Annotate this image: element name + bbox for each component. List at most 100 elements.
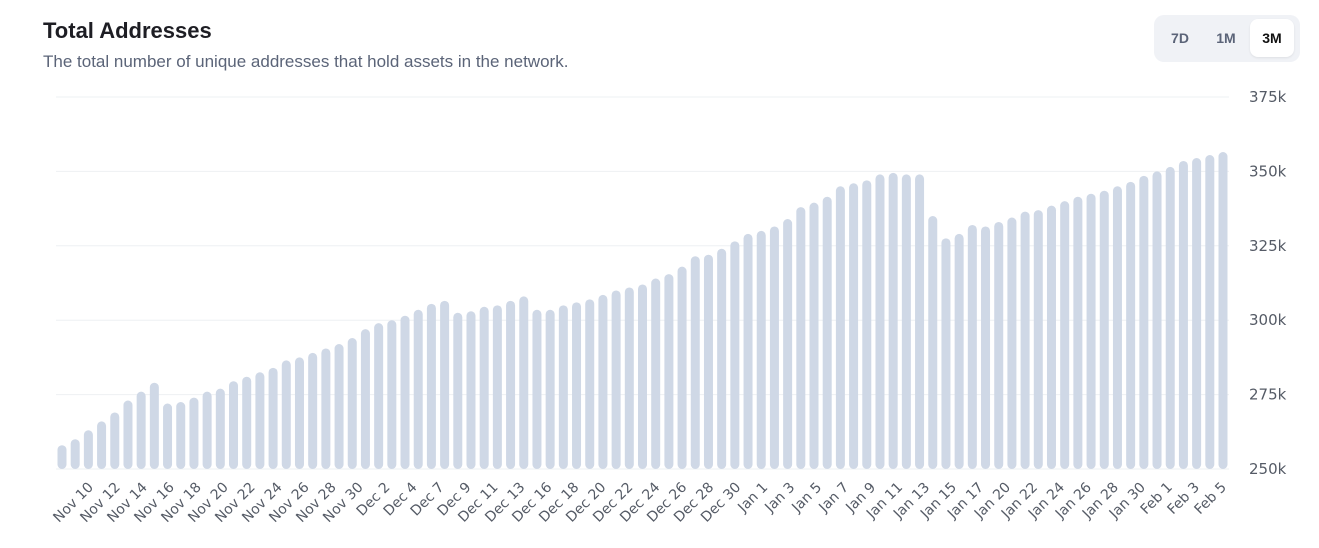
bar[interactable]: [1126, 181, 1136, 470]
bar[interactable]: [769, 226, 779, 469]
bar[interactable]: [242, 376, 252, 469]
range-7d-button[interactable]: 7D: [1158, 19, 1202, 57]
bar[interactable]: [334, 344, 344, 469]
bar[interactable]: [624, 287, 634, 469]
bar[interactable]: [1205, 155, 1215, 470]
bar[interactable]: [809, 202, 819, 469]
bar[interactable]: [1152, 171, 1162, 469]
bar[interactable]: [413, 309, 423, 469]
bar[interactable]: [954, 233, 964, 469]
bar[interactable]: [730, 241, 740, 469]
range-1m-button[interactable]: 1M: [1204, 19, 1248, 57]
bar[interactable]: [176, 402, 186, 469]
bar[interactable]: [743, 233, 753, 469]
x-tick-label: Jan 5: [788, 480, 825, 517]
bar[interactable]: [1165, 166, 1175, 469]
bar[interactable]: [97, 421, 107, 469]
bar[interactable]: [308, 352, 318, 469]
bar[interactable]: [215, 388, 225, 469]
bar[interactable]: [849, 183, 859, 469]
bar[interactable]: [875, 174, 885, 469]
bar[interactable]: [994, 221, 1004, 469]
bar[interactable]: [440, 300, 450, 469]
bar[interactable]: [981, 226, 991, 469]
bar[interactable]: [545, 309, 555, 469]
bar[interactable]: [532, 309, 542, 469]
bar[interactable]: [202, 391, 212, 469]
bar[interactable]: [229, 381, 239, 469]
bar[interactable]: [611, 290, 621, 469]
bar[interactable]: [1060, 201, 1070, 469]
bar[interactable]: [703, 254, 713, 469]
bar[interactable]: [638, 284, 647, 469]
bar[interactable]: [479, 306, 489, 469]
bar[interactable]: [888, 172, 898, 469]
bar[interactable]: [1139, 175, 1149, 469]
bar[interactable]: [163, 403, 173, 469]
bar[interactable]: [426, 303, 436, 469]
bar[interactable]: [1007, 217, 1017, 469]
bar[interactable]: [123, 400, 133, 469]
bar[interactable]: [1218, 152, 1228, 469]
bar[interactable]: [835, 186, 845, 469]
bar[interactable]: [915, 174, 925, 469]
bar[interactable]: [360, 329, 370, 469]
bar[interactable]: [796, 207, 806, 469]
bar[interactable]: [110, 412, 120, 469]
bar[interactable]: [519, 296, 529, 469]
time-range-selector: 7D 1M 3M: [1154, 15, 1300, 62]
bar[interactable]: [506, 300, 516, 469]
bar[interactable]: [1178, 160, 1188, 469]
bar[interactable]: [136, 391, 146, 469]
bar[interactable]: [268, 367, 278, 469]
x-tick-label: Jan 1: [734, 480, 771, 517]
bar[interactable]: [294, 357, 304, 469]
bar[interactable]: [1046, 205, 1056, 469]
bar[interactable]: [347, 338, 357, 469]
range-3m-button[interactable]: 3M: [1250, 19, 1294, 57]
bar[interactable]: [492, 305, 502, 469]
bar[interactable]: [1073, 196, 1083, 470]
bar[interactable]: [690, 256, 700, 469]
bar[interactable]: [70, 439, 80, 469]
bar[interactable]: [558, 305, 568, 469]
bar[interactable]: [585, 299, 595, 469]
y-tick-label: 275k: [1249, 386, 1287, 404]
bar[interactable]: [453, 312, 463, 469]
bar[interactable]: [149, 382, 159, 469]
bar[interactable]: [783, 219, 793, 469]
y-tick-label: 300k: [1249, 311, 1287, 329]
bar[interactable]: [717, 248, 727, 469]
bar[interactable]: [400, 315, 410, 469]
bar[interactable]: [572, 302, 582, 469]
bar[interactable]: [189, 397, 199, 469]
bar[interactable]: [466, 311, 476, 469]
bar[interactable]: [255, 372, 265, 469]
chart-title: Total Addresses: [43, 18, 212, 43]
x-tick-label: Jan 3: [761, 480, 798, 517]
bar[interactable]: [664, 274, 674, 469]
bar[interactable]: [677, 266, 687, 469]
bar[interactable]: [57, 445, 67, 469]
bar[interactable]: [941, 238, 951, 469]
bar[interactable]: [598, 294, 608, 469]
bar[interactable]: [1112, 186, 1122, 469]
bar[interactable]: [1086, 193, 1096, 469]
bar[interactable]: [387, 320, 397, 469]
bar[interactable]: [374, 323, 384, 469]
bar[interactable]: [281, 360, 291, 469]
bar[interactable]: [83, 430, 93, 469]
bar[interactable]: [651, 278, 661, 469]
y-tick-label: 350k: [1249, 162, 1287, 180]
bar[interactable]: [1020, 211, 1030, 470]
bar[interactable]: [928, 216, 938, 469]
bar[interactable]: [1099, 190, 1109, 469]
bar[interactable]: [756, 230, 766, 469]
bar[interactable]: [901, 174, 911, 469]
bar[interactable]: [822, 196, 832, 470]
bar[interactable]: [862, 180, 872, 469]
bar[interactable]: [967, 224, 977, 469]
bar[interactable]: [1192, 158, 1202, 469]
bar[interactable]: [321, 348, 331, 469]
bar[interactable]: [1033, 210, 1043, 469]
